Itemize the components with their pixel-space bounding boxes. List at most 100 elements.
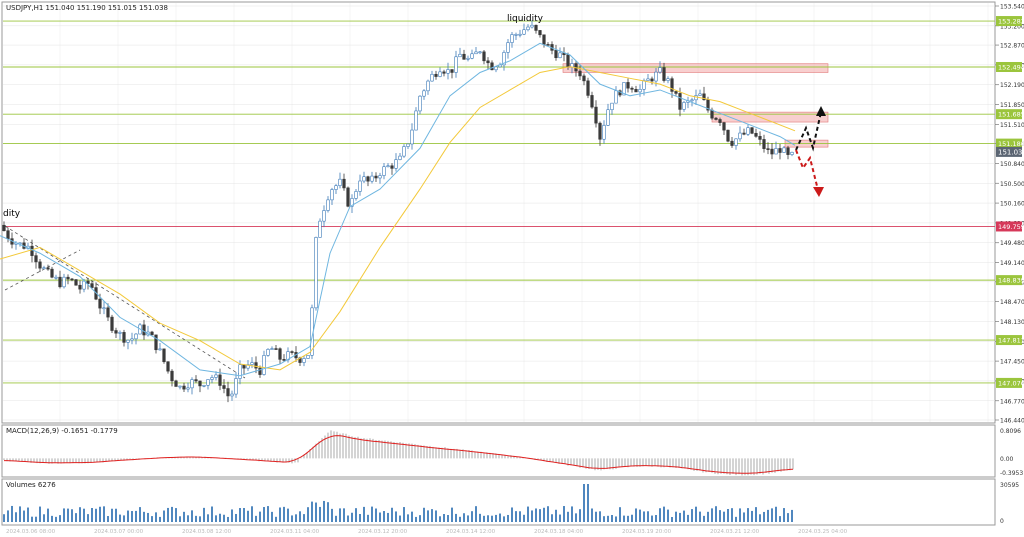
candle-body [734,138,738,146]
price-tick-label: 153.540 [1000,4,1024,11]
candle-body [458,53,462,58]
candle-body [474,51,478,55]
time-tick-label: 2024.03.18 04:00 [534,529,584,535]
candle-body [318,220,322,238]
candle-body [398,155,402,160]
candle-body [590,95,594,108]
arrow-up-head [816,106,826,116]
candle-body [602,125,606,140]
level-tag [996,138,1022,149]
macd-pane[interactable] [1,424,996,478]
candle-body [698,93,702,96]
candle-body [346,187,350,207]
candle-body [290,351,294,353]
arrow-up-path [795,111,822,152]
candle-body [594,106,598,124]
candle-body [246,364,250,369]
candle-body [270,348,274,350]
candle-body [306,355,310,359]
candle-body [354,191,358,199]
macd-axis: 0.8096 0.00 -0.3953 [1000,428,1023,477]
price-tick-label: 148.470 [1000,299,1024,306]
volume-tick-label: 30595 [1000,482,1019,489]
volume-pane[interactable] [1,478,996,526]
level-tag-label: 147.811 [998,337,1024,345]
price-tick-label: 153.200 [1000,23,1024,30]
candle-body [766,148,770,150]
price-pane[interactable] [1,1,996,424]
candle-body [754,132,758,137]
candle-body [226,388,230,397]
candle-body [718,119,722,123]
candle-body [626,82,630,89]
candle-body [186,387,190,390]
price-tick-label: 150.160 [1000,201,1024,208]
candle-body [214,374,218,378]
candle-body [34,255,38,263]
candle-body [610,102,614,111]
level-tag [996,109,1022,120]
candle-body [130,338,134,341]
candle-body [774,148,778,155]
level-tag-label: 149.759 [998,223,1024,231]
trendlines [4,225,246,379]
candle-body [18,242,22,245]
candle-body [74,279,78,286]
candle-body [522,29,526,35]
candle-body [438,71,442,77]
candle-body [442,71,446,74]
candle-body [642,80,646,90]
candle-body [758,136,762,140]
candle-body [742,132,746,135]
candle-body [42,267,46,270]
candle-body [538,30,542,36]
candle-body [210,377,214,380]
candle-body [646,78,650,81]
candle-body [194,379,198,382]
candle-body [694,95,698,101]
candle-body [778,148,782,153]
candle-body [710,109,714,119]
ma-slow-line [0,66,796,371]
candle-body [650,78,654,82]
candle-body [118,332,122,334]
symbol-header: USDJPY,H1 151.040 151.190 151.015 151.03… [6,4,168,12]
candle-body [342,178,346,189]
price-tick-label: 146.440 [1000,418,1024,425]
liquidity-left-label: dity [3,209,21,219]
price-grid [3,3,995,422]
level-tags: 153.282 152.494 151.685 151.180 149.759 148.8… [996,16,1024,388]
candle-body [654,71,658,82]
price-tick-label: 149.480 [1000,240,1024,247]
candle-body [486,60,490,64]
candle-body [166,361,170,372]
candle-body [782,147,786,153]
level-tag [996,61,1022,72]
trendline-dashed [4,225,246,379]
candle-body [78,284,82,290]
macd-label: MACD(12,26,9) -0.1651 -0.1779 [6,427,118,435]
price-tick-label: 152.870 [1000,43,1024,50]
candle-body [462,53,466,60]
candle-body [390,165,394,169]
arrow-down-head [813,187,824,197]
volume-axis: 30595 0 [1000,482,1019,525]
candle-body [370,175,374,182]
level-tag-label: 152.494 [998,63,1024,71]
candle-body [62,276,66,288]
candle-body [586,80,590,96]
candle-body [322,210,326,222]
candle-body [126,339,130,343]
candle-body [714,117,718,120]
macd-tick-label: -0.3953 [1000,470,1023,477]
candle-body [402,146,406,157]
price-tick-label: 148.130 [1000,319,1024,326]
candle-body [338,178,342,186]
candle-body [422,90,426,97]
candle-body [174,380,178,387]
candle-body [566,54,570,68]
candle-body [410,129,414,145]
candle-body [234,378,238,395]
time-tick-label: 2024.03.25 04:00 [798,529,848,535]
